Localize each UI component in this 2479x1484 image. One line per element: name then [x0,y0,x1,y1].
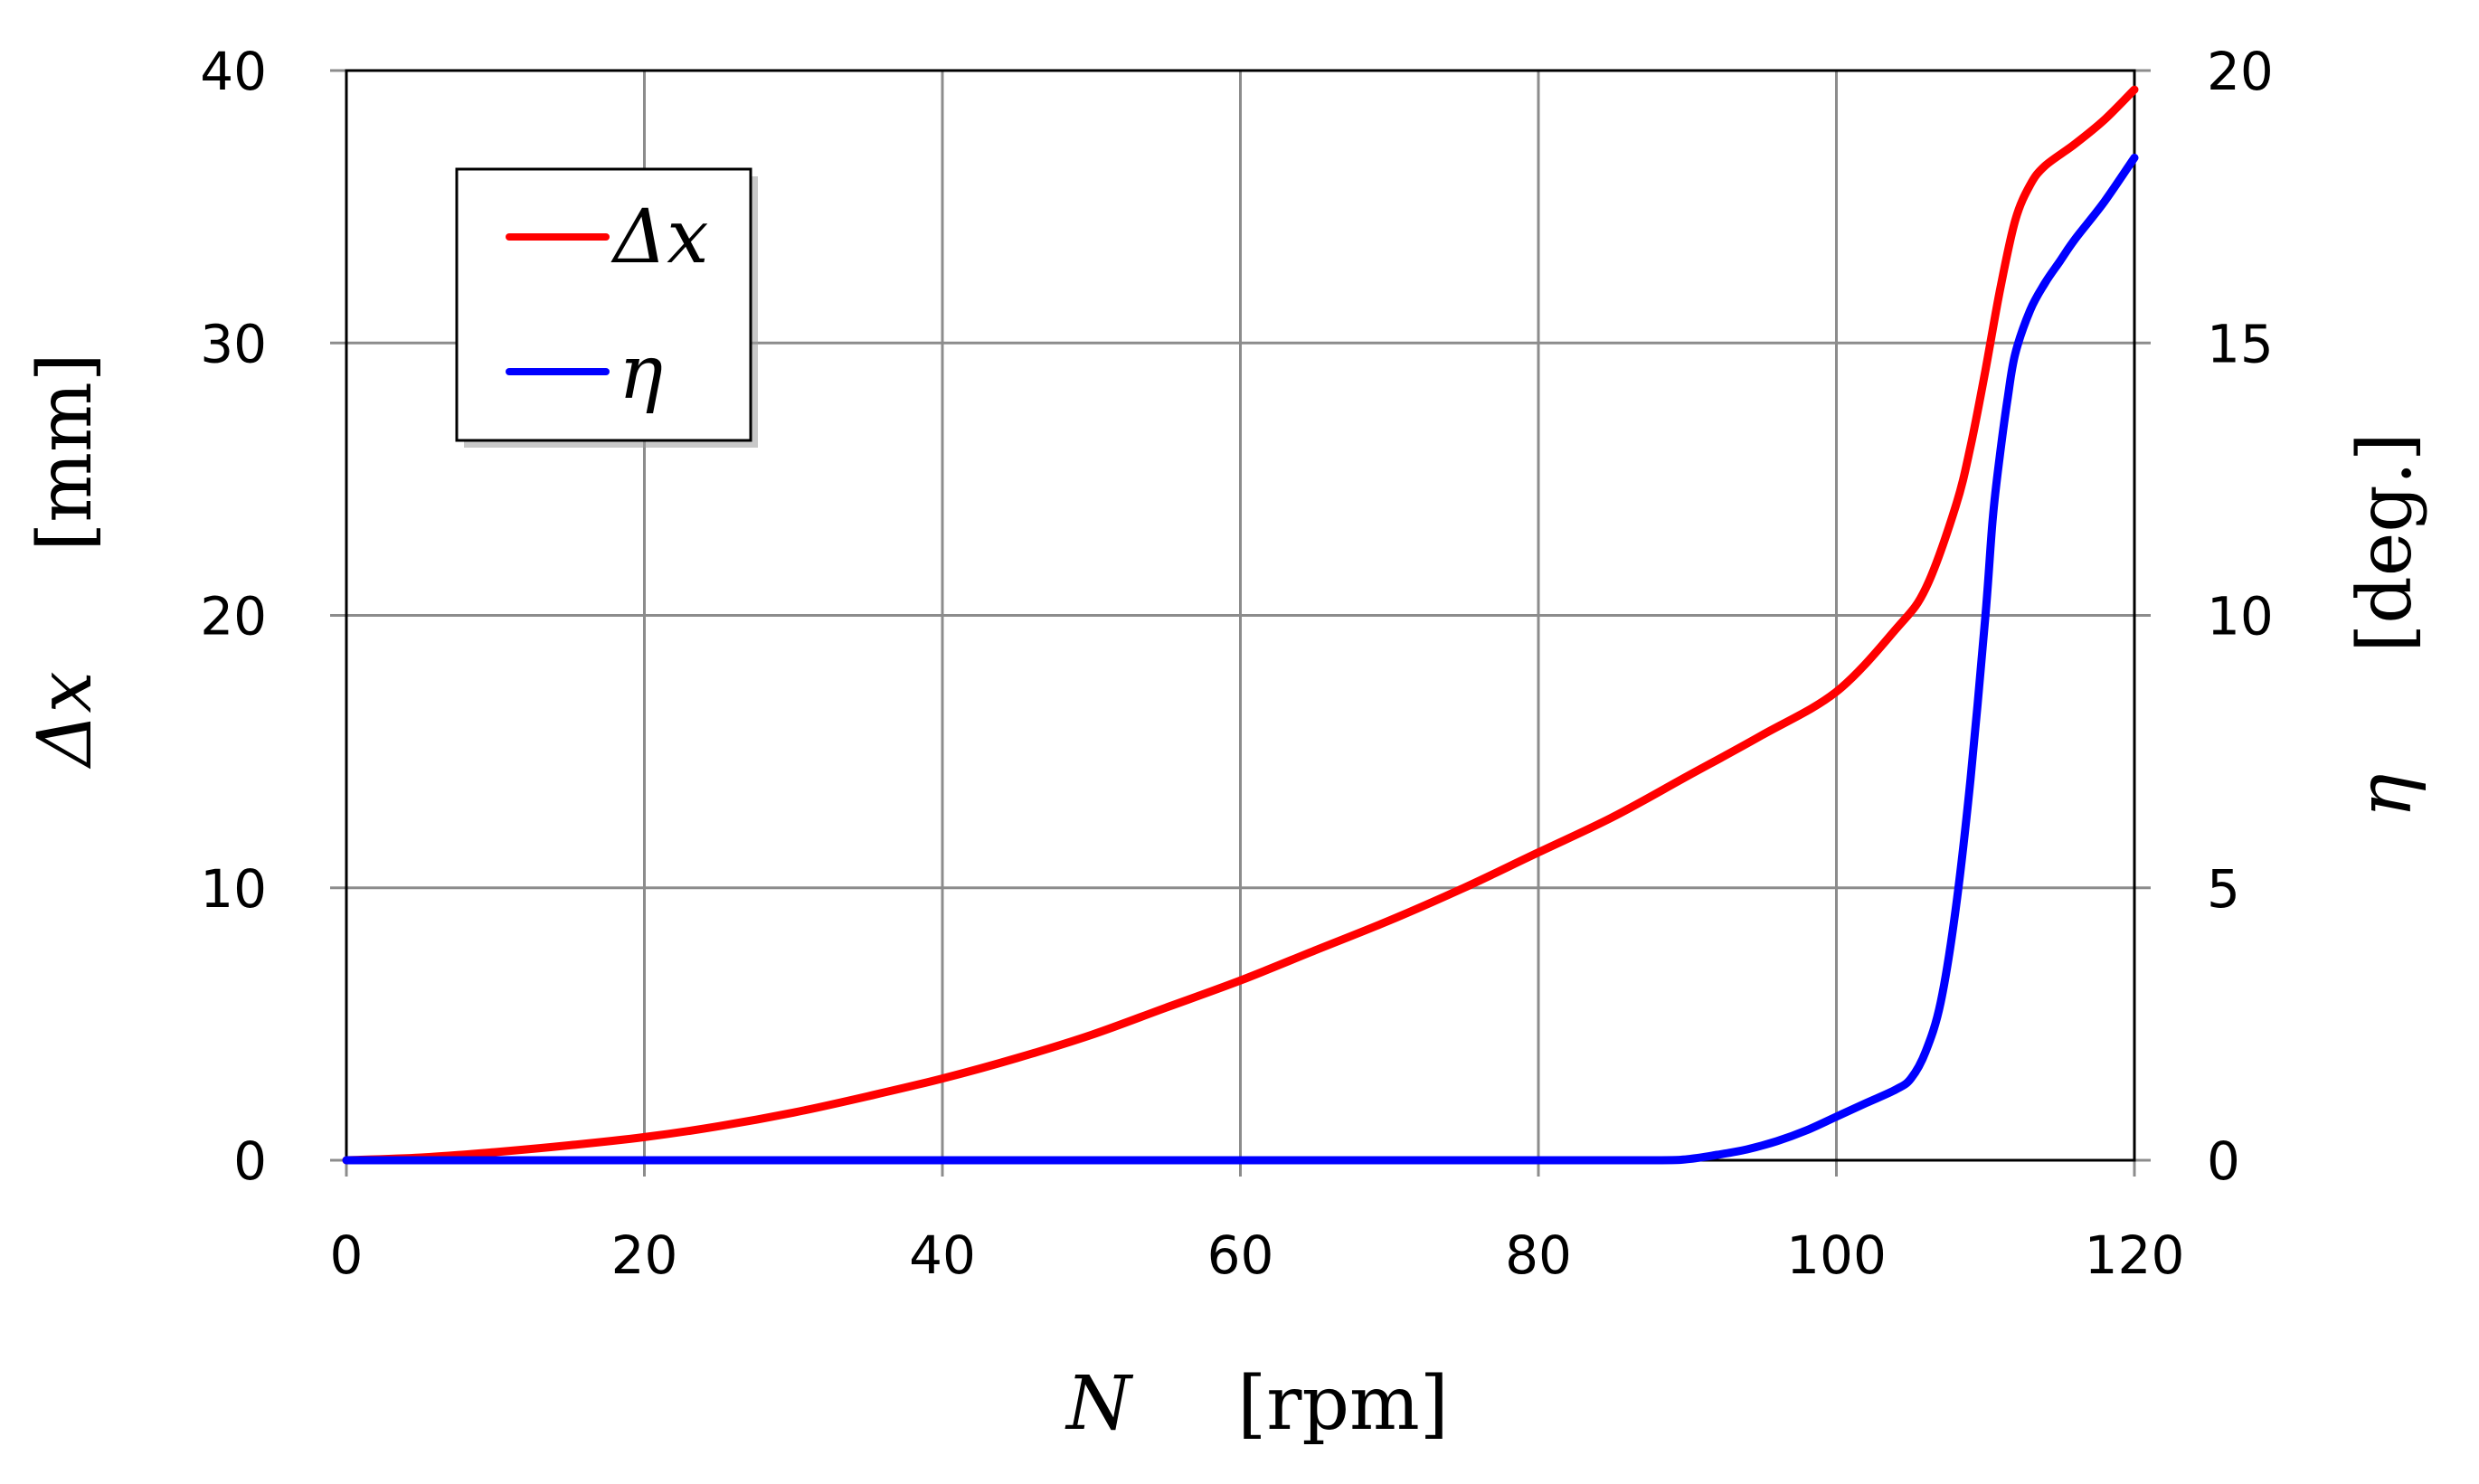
x-tick-label: 20 [611,1224,678,1286]
x-axis-unit: [rpm] [1237,1361,1448,1447]
y-left-tick-label: 0 [233,1130,267,1192]
legend: Δx η [455,167,758,448]
series-line-eta [342,153,2139,1165]
y-left-tick-label: 40 [200,41,267,102]
tick-labels: 0 20 40 60 80 100 120 0 10 20 30 40 0 5 10 15 20 [200,41,2274,1286]
y-left-tick-label: 10 [200,858,267,920]
y-left-tick-label: 30 [200,313,267,374]
x-tick-label: 60 [1207,1224,1274,1286]
y-right-tick-label: 0 [2207,1130,2240,1192]
legend-label-eta: η [619,330,663,416]
y-left-axis-unit: [mm] [23,353,109,552]
x-tick-label: 100 [1786,1224,1887,1286]
series-layer [342,85,2139,1165]
legend-label-dx: Δx [610,194,708,280]
y-left-axis-symbol: Δx [23,671,109,769]
y-right-tick-label: 20 [2207,41,2274,102]
y-right-axis-symbol: η [2342,773,2428,818]
series-line-dx [342,85,2139,1165]
x-tick-label: 40 [909,1224,976,1286]
x-tick-label: 80 [1505,1224,1572,1286]
y-left-tick-label: 20 [200,586,267,647]
y-right-tick-label: 10 [2207,586,2274,647]
x-tick-label: 120 [2085,1224,2185,1286]
legend-box [455,167,752,442]
x-axis-symbol: N [1064,1361,1134,1447]
x-tick-label: 0 [330,1224,364,1286]
y-right-tick-label: 15 [2207,313,2274,374]
y-right-axis-unit: [deg.] [2342,432,2428,653]
y-right-tick-label: 5 [2207,858,2240,920]
